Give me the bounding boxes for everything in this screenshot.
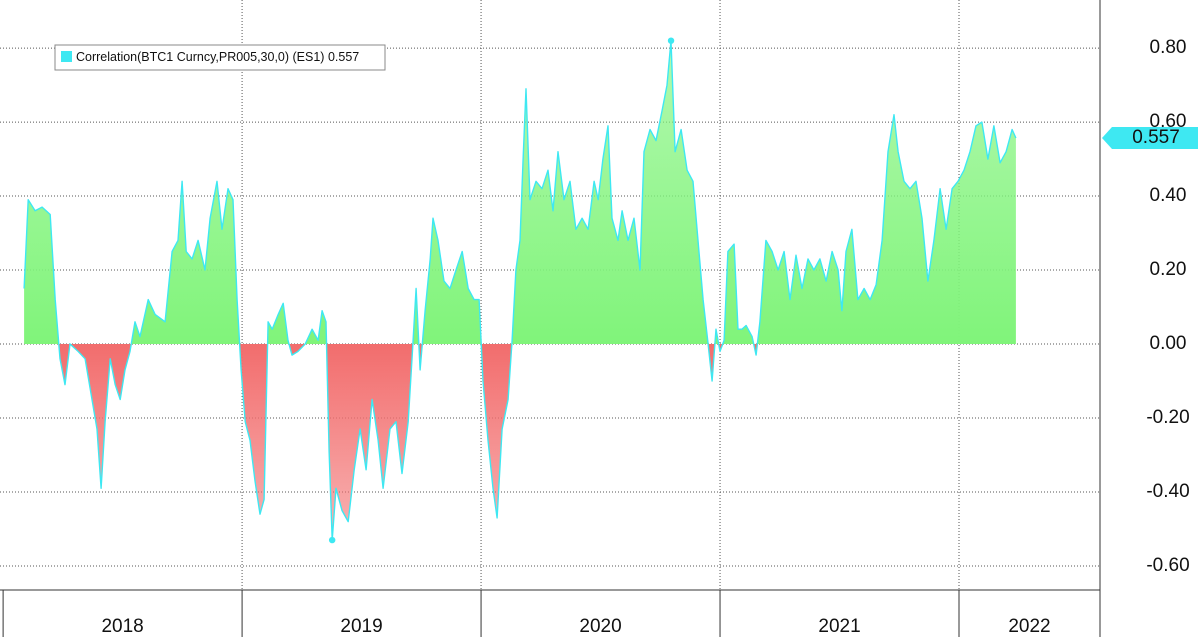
y-tick-label: -0.40 xyxy=(1146,481,1189,502)
y-tick-label: 0.80 xyxy=(1150,37,1187,58)
max-marker xyxy=(667,37,675,44)
x-tick-label: 2022 xyxy=(1008,616,1050,637)
last-value-tag xyxy=(1102,126,1198,149)
x-tick-label: 2020 xyxy=(579,616,621,637)
y-tick-label: -0.60 xyxy=(1146,555,1189,576)
positive-area xyxy=(24,40,1016,345)
negative-area xyxy=(24,344,1016,541)
plot-area xyxy=(23,37,1017,544)
legend-swatch xyxy=(61,51,72,62)
y-tick-label: 0.00 xyxy=(1150,333,1187,354)
series-line xyxy=(23,40,1017,541)
legend: Correlation(BTC1 Curncy,PR005,30,0) (ES1… xyxy=(54,44,386,71)
x-tick-label: 2021 xyxy=(818,616,860,637)
y-tick-label: 0.40 xyxy=(1150,185,1187,206)
legend-series-name: Correlation(BTC1 Curncy,PR005,30,0) (ES1… xyxy=(76,50,324,64)
x-tick-label: 2018 xyxy=(101,616,143,637)
x-tick-label: 2019 xyxy=(340,616,382,637)
y-tick-label: 0.60 xyxy=(1150,111,1187,132)
min-marker xyxy=(328,536,336,544)
legend-label: Correlation(BTC1 Curncy,PR005,30,0) (ES1… xyxy=(76,50,359,64)
last-value-label: 0.557 xyxy=(1132,127,1180,148)
y-tick-label: -0.20 xyxy=(1146,407,1189,428)
legend-box xyxy=(54,44,386,71)
legend-value: 0.557 xyxy=(328,50,359,64)
y-tick-label: 0.20 xyxy=(1150,259,1187,280)
